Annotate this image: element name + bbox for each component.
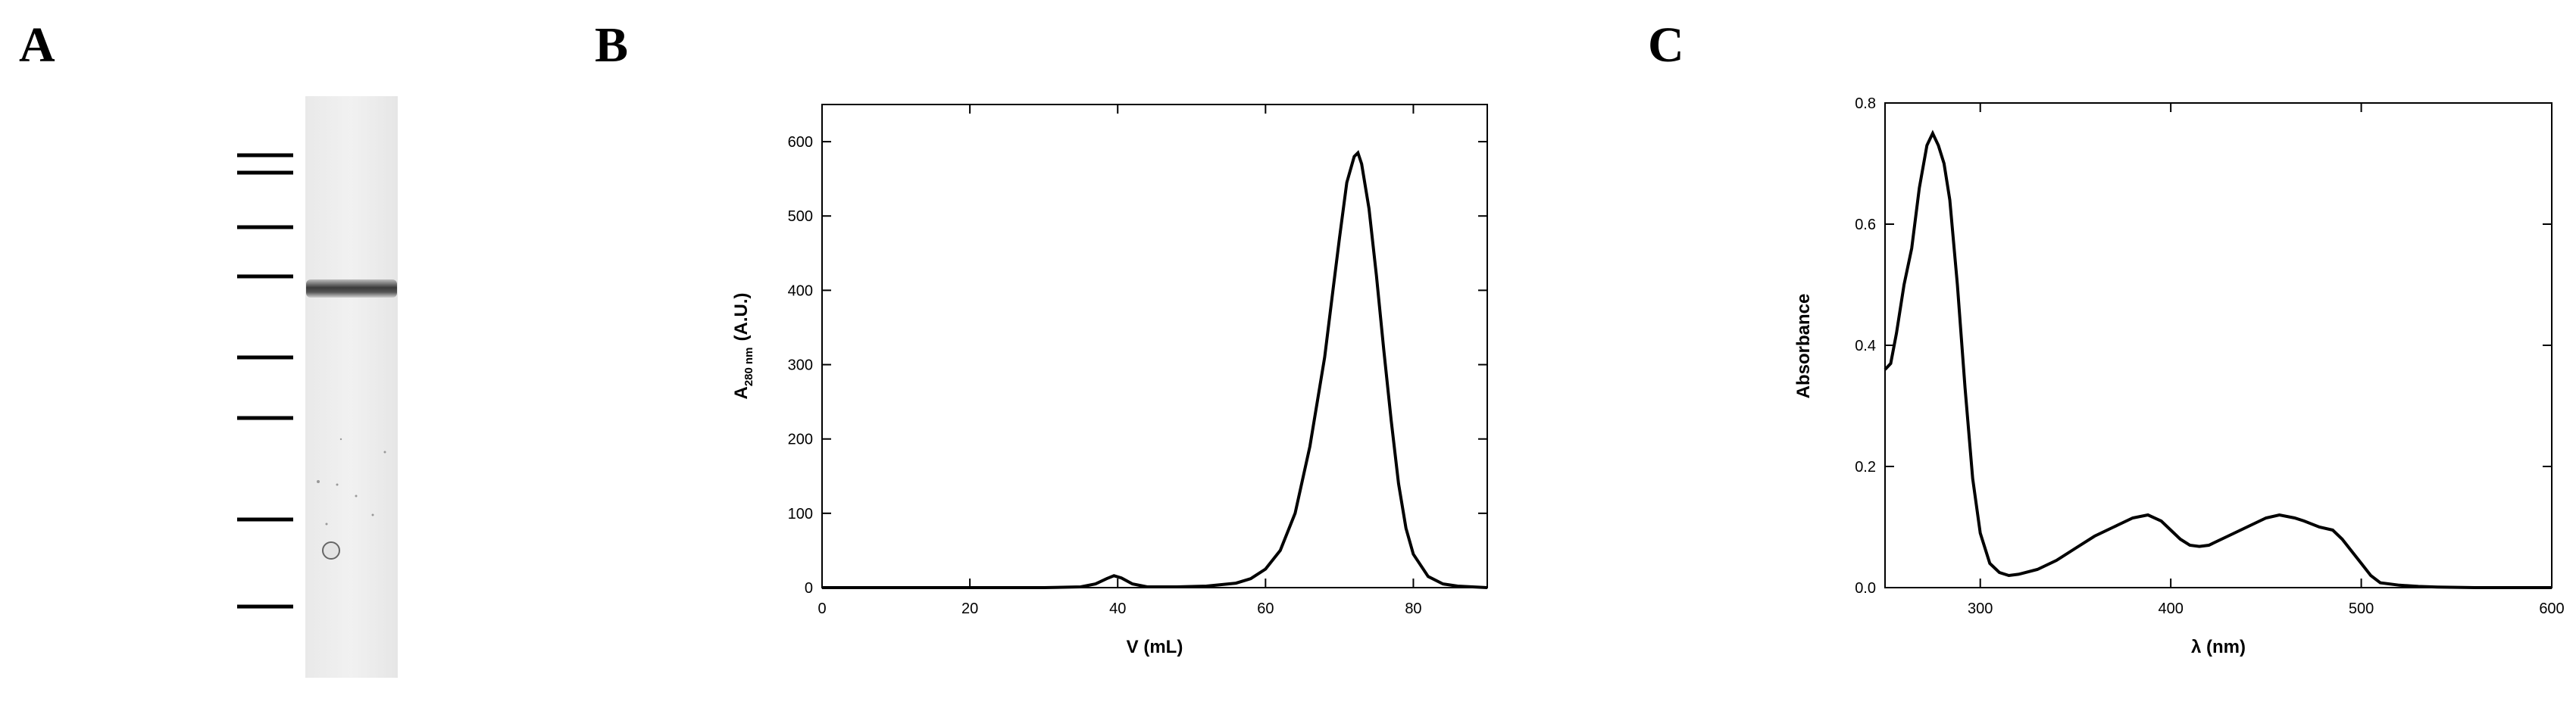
- chart-b-xtick-label: 60: [1257, 600, 1274, 617]
- gel-lane: [305, 96, 398, 678]
- chart-b-xtick-label: 20: [961, 600, 978, 617]
- chart-b-xlabel: V (mL): [1127, 637, 1183, 657]
- chart-b-ylabel-sub: 280 nm: [742, 347, 755, 386]
- chart-b-ytick-label: 100: [788, 506, 813, 523]
- chart-b-ytick-label: 600: [788, 134, 813, 151]
- chart-b-ytick-label: 200: [788, 432, 813, 448]
- chart-c-xtick-label: 400: [2158, 600, 2183, 617]
- chart-c-ytick-label: 0.6: [1855, 217, 1876, 233]
- svg-text:A280 nm(A.U.): A280 nm (A.U.): [731, 292, 755, 399]
- chart-c-ytick-label: 0.8: [1855, 95, 1876, 112]
- chart-c-xtick-label: 600: [2539, 600, 2564, 617]
- panel-label-a: A: [19, 17, 55, 73]
- chart-c-ticks: 300 400 500 600 0.0 0.2 0.4 0.6 0.8: [1855, 95, 2565, 617]
- panel-label-b: B: [595, 17, 629, 73]
- chart-b-xtick-label: 0: [818, 600, 826, 617]
- panel-label-c: C: [1648, 17, 1684, 73]
- sample-band: [306, 279, 397, 298]
- chart-b-ylabel-main: A: [731, 386, 752, 399]
- chart-c-xtick-label: 500: [2349, 600, 2374, 617]
- gel-specks: [317, 438, 386, 526]
- chart-b-ytick-label: 0: [805, 580, 813, 597]
- chart-c-ytick-label: 0.0: [1855, 580, 1876, 597]
- chart-b-xtick-label: 80: [1405, 600, 1421, 617]
- chart-b-ticks: 0 20 40 60 80 0 100 200 300 400 500 600: [788, 105, 1487, 617]
- chart-c-series-line: [1884, 129, 2552, 589]
- chart-b-ylabel-unit: (A.U.): [731, 292, 752, 341]
- chart-b-ytick-label: 500: [788, 208, 813, 225]
- chart-c-xtick-label: 300: [1968, 600, 1993, 617]
- chart-c-xlabel: λ (nm): [2191, 637, 2246, 657]
- chart-b-series-line: [822, 150, 1488, 589]
- chart-c-frame: [1884, 102, 2553, 588]
- chart-b-ytick-label: 400: [788, 282, 813, 299]
- chart-c-ytick-label: 0.2: [1855, 459, 1876, 476]
- ladder-markers: [237, 153, 293, 609]
- chart-b-xtick-label: 40: [1109, 600, 1126, 617]
- chart-b-ytick-label: 300: [788, 357, 813, 374]
- gel-artifact-bubble: [322, 541, 340, 560]
- chart-b-ylabel: A280 nm (A.U.): [731, 292, 755, 399]
- chart-c-ylabel: Absorbance: [1793, 294, 1814, 399]
- chart-c-ytick-label: 0.4: [1855, 338, 1876, 354]
